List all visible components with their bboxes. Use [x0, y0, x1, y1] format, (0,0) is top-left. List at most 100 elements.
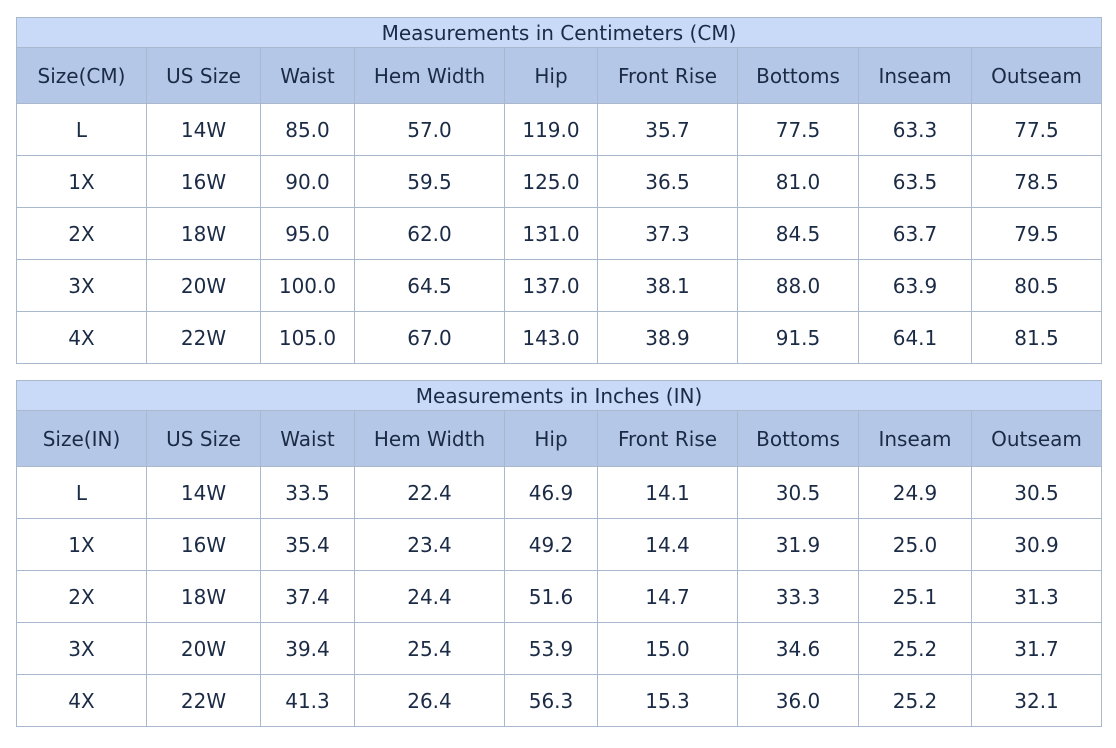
size-table: Measurements in Centimeters (CM) Size(CM)… — [16, 17, 1102, 364]
cell: 26.4 — [354, 674, 505, 727]
cell: 25.2 — [858, 674, 972, 727]
data-row: L 14W 85.0 57.0 119.0 35.7 77.5 63.3 77.5 — [16, 103, 1102, 156]
cell: 1X — [16, 155, 147, 208]
cell: 18W — [146, 570, 261, 623]
data-row: 3X 20W 39.4 25.4 53.9 15.0 34.6 25.2 31.7 — [16, 622, 1103, 675]
column-header: US Size — [146, 410, 261, 467]
cell: 143.0 — [504, 311, 598, 364]
header-row: Size(IN) US Size Waist Hem Width Hip Front Ri… — [16, 410, 1103, 467]
data-row: 4X 22W 105.0 67.0 143.0 38.9 91.5 64.1 81.5 — [16, 311, 1102, 364]
column-header: Hip — [504, 410, 598, 467]
cell: 35.7 — [597, 103, 738, 156]
column-header: Outseam — [971, 47, 1102, 104]
cell: 37.3 — [597, 207, 738, 260]
cell: 22W — [146, 674, 261, 727]
cell: 49.2 — [504, 518, 598, 571]
cell: 95.0 — [260, 207, 355, 260]
cell: 1X — [16, 518, 147, 571]
cell: 81.5 — [971, 311, 1102, 364]
cell: 35.4 — [260, 518, 355, 571]
cell: 33.5 — [260, 466, 355, 519]
cell: 38.1 — [597, 259, 738, 312]
cell: 64.1 — [858, 311, 972, 364]
cell: 91.5 — [737, 311, 859, 364]
cell: 84.5 — [737, 207, 859, 260]
cell: 53.9 — [504, 622, 598, 675]
data-row: 2X 18W 37.4 24.4 51.6 14.7 33.3 25.1 31.3 — [16, 570, 1103, 623]
cell: 2X — [16, 207, 147, 260]
cell: 36.0 — [737, 674, 859, 727]
data-row: 1X 16W 35.4 23.4 49.2 14.4 31.9 25.0 30.9 — [16, 518, 1103, 571]
cell: 14W — [146, 466, 261, 519]
column-header: Front Rise — [597, 47, 738, 104]
cell: 62.0 — [354, 207, 505, 260]
cell: 4X — [16, 311, 147, 364]
cell: 25.1 — [858, 570, 972, 623]
cell: 81.0 — [737, 155, 859, 208]
cell: 25.0 — [858, 518, 972, 571]
data-row: 1X 16W 90.0 59.5 125.0 36.5 81.0 63.5 78.5 — [16, 155, 1102, 208]
cell: 131.0 — [504, 207, 598, 260]
cell: 31.7 — [970, 622, 1103, 675]
cell: 41.3 — [260, 674, 355, 727]
cell: 2X — [16, 570, 147, 623]
cell: 46.9 — [504, 466, 598, 519]
column-header: Inseam — [858, 47, 972, 104]
header-row: Size(CM) US Size Waist Hem Width Hip Front Ri… — [16, 47, 1102, 104]
cell: 20W — [146, 259, 261, 312]
data-row: 4X 22W 41.3 26.4 56.3 15.3 36.0 25.2 32.1 — [16, 674, 1103, 727]
cell: 79.5 — [971, 207, 1102, 260]
column-header: Inseam — [858, 410, 972, 467]
cell: 105.0 — [260, 311, 355, 364]
title-row: Measurements in Centimeters (CM) — [16, 17, 1102, 48]
column-header: US Size — [146, 47, 261, 104]
cell: 51.6 — [504, 570, 598, 623]
title-row: Measurements in Inches (IN) — [15, 380, 1103, 411]
column-header: Front Rise — [597, 410, 738, 467]
cell: 39.4 — [260, 622, 355, 675]
cell: 30.9 — [970, 518, 1103, 571]
cell: 25.4 — [354, 622, 505, 675]
cell: 63.7 — [858, 207, 972, 260]
cell: 22W — [146, 311, 261, 364]
column-header: Waist — [260, 410, 355, 467]
column-header: Bottoms — [737, 47, 859, 104]
data-row: 2X 18W 95.0 62.0 131.0 37.3 84.5 63.7 79.5 — [16, 207, 1102, 260]
data-row: 3X 20W 100.0 64.5 137.0 38.1 88.0 63.9 80.5 — [16, 259, 1102, 312]
cell: 137.0 — [504, 259, 598, 312]
cell: 78.5 — [971, 155, 1102, 208]
size-table: Measurements in Inches (IN) Size(IN) US Si… — [15, 380, 1103, 727]
cell: 30.5 — [970, 466, 1103, 519]
cell: 64.5 — [354, 259, 505, 312]
column-header: Waist — [260, 47, 355, 104]
table-title: Measurements in Inches (IN) — [15, 380, 1103, 411]
cell: L — [16, 103, 147, 156]
cell: 88.0 — [737, 259, 859, 312]
cell: 4X — [16, 674, 147, 727]
column-header: Hip — [504, 47, 598, 104]
cell: 16W — [146, 155, 261, 208]
cell: 30.5 — [737, 466, 859, 519]
cell: 37.4 — [260, 570, 355, 623]
column-header: Hem Width — [354, 410, 505, 467]
cell: 80.5 — [971, 259, 1102, 312]
cell: 63.9 — [858, 259, 972, 312]
cell: 90.0 — [260, 155, 355, 208]
cell: 18W — [146, 207, 261, 260]
table-title: Measurements in Centimeters (CM) — [16, 17, 1102, 48]
cell: 36.5 — [597, 155, 738, 208]
cell: 24.9 — [858, 466, 972, 519]
column-header: Outseam — [970, 410, 1103, 467]
cell: 31.9 — [737, 518, 859, 571]
cell: L — [16, 466, 147, 519]
cell: 63.3 — [858, 103, 972, 156]
cell: 56.3 — [504, 674, 598, 727]
cell: 63.5 — [858, 155, 972, 208]
cell: 15.0 — [597, 622, 738, 675]
cell: 32.1 — [970, 674, 1103, 727]
cell: 67.0 — [354, 311, 505, 364]
cell: 24.4 — [354, 570, 505, 623]
column-header: Hem Width — [354, 47, 505, 104]
cell: 59.5 — [354, 155, 505, 208]
cell: 14.4 — [597, 518, 738, 571]
